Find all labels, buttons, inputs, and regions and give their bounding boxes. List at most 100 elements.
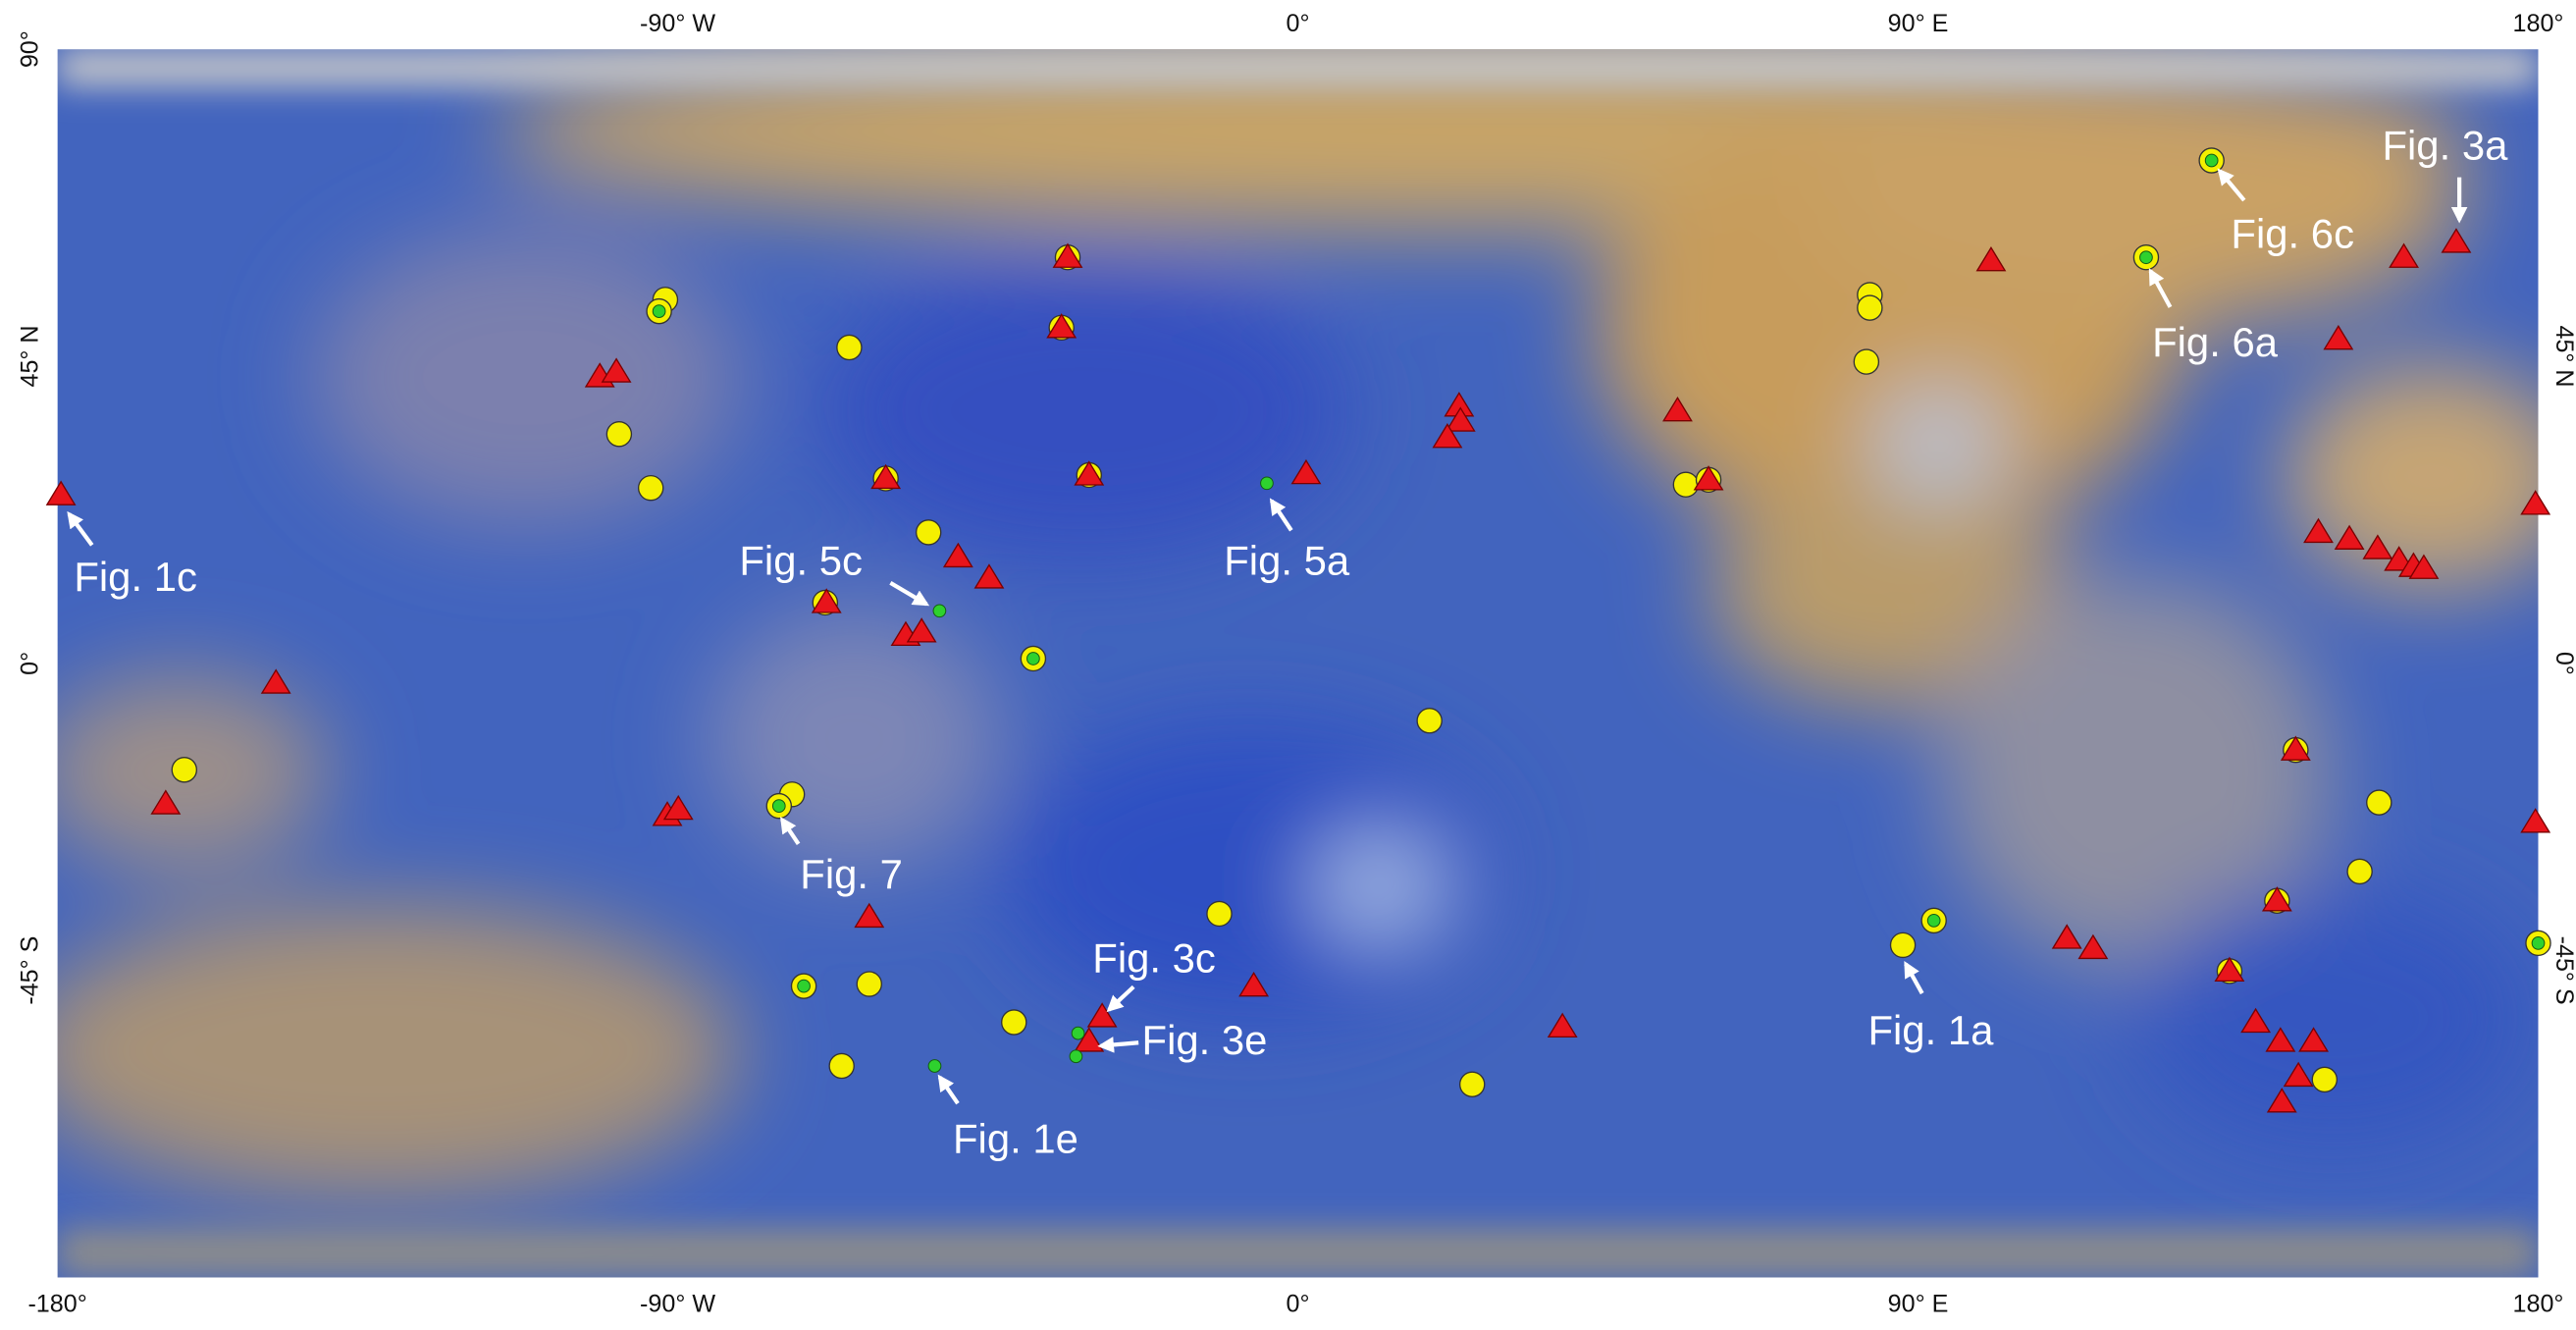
red-marker: [1662, 396, 1693, 422]
green-marker: [797, 979, 811, 993]
right-tick-label: -45° S: [2550, 936, 2576, 1005]
red-marker: [811, 588, 842, 613]
red-marker: [2261, 886, 2292, 912]
red-marker: [2280, 735, 2311, 761]
fig-label: Fig. 1a: [1867, 1007, 1994, 1053]
yellow-marker: [1458, 1071, 1486, 1097]
yellow-marker: [1889, 931, 1917, 959]
red-marker: [2265, 1027, 2296, 1052]
arrow: [2148, 268, 2173, 308]
red-marker: [2298, 1027, 2329, 1052]
yellow-marker: [1001, 1009, 1027, 1036]
green-marker: [1926, 914, 1941, 928]
bottom-tick-label: 0°: [1287, 1291, 1310, 1318]
yellow-marker: [836, 334, 863, 361]
red-marker: [1290, 458, 1322, 485]
green-marker: [1071, 1026, 1085, 1040]
fig-label: Fig. 1e: [953, 1115, 1078, 1161]
red-marker: [2520, 808, 2551, 833]
fig-label: Fig. 7: [800, 851, 903, 897]
green-marker: [2139, 250, 2153, 265]
red-marker: [1432, 423, 1463, 449]
yellow-marker: [856, 971, 883, 997]
fig-label: Fig. 5c: [739, 538, 863, 584]
red-marker: [662, 794, 694, 821]
left-tick-label: 90°: [16, 30, 43, 68]
marker-layer: [45, 147, 2551, 1113]
map-surface: [57, 49, 2539, 1278]
arrow: [1269, 498, 1293, 532]
yellow-marker: [1206, 900, 1233, 928]
fig-label: Fig. 6c: [2231, 211, 2354, 257]
red-marker: [2077, 933, 2109, 960]
red-marker: [2266, 1088, 2297, 1113]
green-marker: [1069, 1049, 1083, 1064]
arrow: [2217, 168, 2246, 202]
left-tick-label: 45° N: [16, 325, 43, 387]
green-marker: [2204, 153, 2219, 168]
fig-label: Fig. 3e: [1142, 1017, 1268, 1063]
red-marker: [1052, 242, 1083, 268]
red-marker: [2334, 524, 2365, 551]
red-marker: [2520, 490, 2551, 515]
fig-label: Fig. 3c: [1092, 934, 1216, 981]
top-tick-label: 90° E: [1888, 10, 1949, 37]
red-marker: [854, 902, 885, 929]
right-tick-label: 0°: [2550, 652, 2576, 675]
top-tick-label: 180°: [2513, 10, 2564, 37]
arrow: [780, 816, 801, 845]
green-marker: [1026, 652, 1040, 665]
arrow: [1904, 961, 1924, 995]
red-marker: [1975, 246, 2007, 272]
fig-label: Fig. 5a: [1224, 538, 1350, 584]
red-marker: [601, 357, 632, 383]
green-marker: [927, 1059, 942, 1073]
yellow-marker: [1853, 348, 1880, 375]
right-tick-label: 45° N: [2550, 325, 2576, 387]
red-marker: [150, 789, 182, 815]
red-marker: [1693, 465, 1724, 491]
figure-labels: Fig. 1c Fig. 5c Fig. 5a Fig. 7 Fig. 3c F…: [67, 122, 2508, 1161]
yellow-marker: [1672, 471, 1700, 498]
bottom-tick-label: 90° E: [1888, 1291, 1949, 1318]
red-marker: [1445, 406, 1476, 432]
yellow-marker: [2366, 789, 2392, 816]
red-marker: [942, 542, 973, 568]
red-marker: [906, 617, 937, 643]
red-marker: [870, 463, 902, 490]
red-marker: [973, 563, 1005, 589]
top-tick-label: 0°: [1287, 10, 1310, 37]
green-marker: [1260, 476, 1274, 491]
red-marker: [2408, 554, 2440, 579]
yellow-marker: [171, 757, 198, 783]
yellow-marker: [915, 519, 942, 546]
arrow: [937, 1074, 960, 1105]
bottom-tick-label: 180°: [2513, 1291, 2564, 1318]
yellow-marker: [2346, 858, 2373, 885]
left-tick-label: 0°: [16, 652, 43, 675]
arrow: [1097, 1037, 1139, 1053]
red-marker: [1046, 313, 1078, 339]
red-marker: [1074, 1027, 1105, 1052]
left-tick-label: -45° S: [16, 936, 43, 1005]
red-marker: [2362, 534, 2393, 559]
red-marker: [2389, 242, 2419, 268]
green-marker: [771, 799, 786, 813]
yellow-marker: [1857, 294, 1883, 321]
red-marker: [2303, 517, 2334, 544]
red-marker: [2240, 1007, 2272, 1034]
red-marker: [2051, 924, 2082, 949]
yellow-marker: [605, 421, 633, 448]
arrow: [889, 581, 930, 607]
arrow: [67, 510, 94, 547]
fig-label: Fig. 6a: [2152, 319, 2279, 365]
red-marker: [1074, 460, 1105, 486]
red-marker: [2283, 1061, 2314, 1088]
red-marker: [2441, 228, 2472, 253]
yellow-marker: [1416, 708, 1443, 734]
green-marker: [652, 304, 666, 318]
red-marker: [260, 668, 291, 694]
yellow-marker: [2311, 1066, 2339, 1093]
yellow-marker: [637, 474, 664, 502]
